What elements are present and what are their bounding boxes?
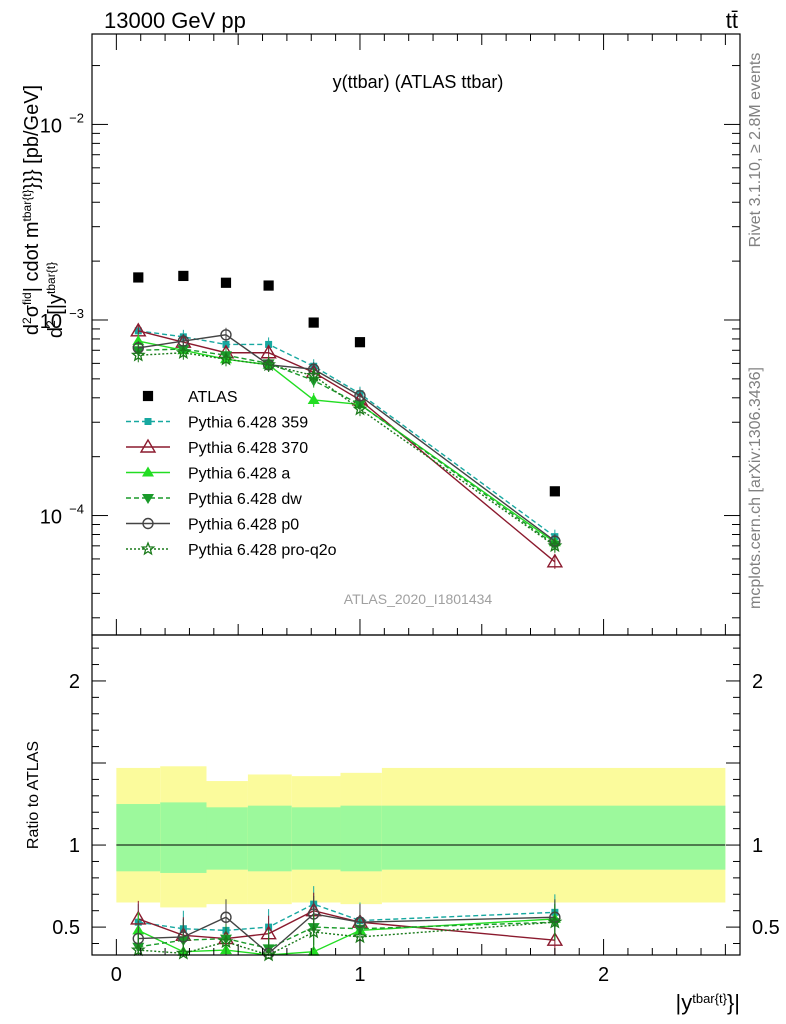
ratio-data-point bbox=[261, 947, 276, 962]
legend-marker bbox=[142, 390, 154, 402]
legend-entry-0: ATLAS bbox=[142, 389, 238, 406]
main-series-0 bbox=[133, 270, 560, 497]
legend-entry-3: Pythia 6.428 a bbox=[126, 466, 290, 483]
legend-label: Pythia 6.428 dw bbox=[188, 491, 302, 508]
ratio-y-tick-label-left: 0.5 bbox=[52, 917, 80, 939]
legend-marker bbox=[139, 438, 157, 453]
main-data-point bbox=[546, 553, 564, 568]
ratio-data-point bbox=[175, 945, 191, 960]
ratio-inner-band bbox=[116, 804, 161, 872]
legend-entry-6: Pythia 6.428 pro-q2o bbox=[126, 541, 337, 559]
main-y-tick-label-exponent: −3 bbox=[69, 306, 84, 321]
ratio-data-point bbox=[130, 942, 146, 957]
main-data-point bbox=[354, 337, 366, 348]
main-y-tick-label-exponent: −4 bbox=[69, 502, 84, 517]
legend-entry-2: Pythia 6.428 370 bbox=[126, 438, 308, 457]
ratio-inner-band bbox=[381, 805, 726, 870]
ratio-inner-band bbox=[206, 807, 248, 870]
x-axis-label: |ytbar{t}}| bbox=[676, 990, 740, 1015]
legend-label: ATLAS bbox=[188, 389, 238, 406]
main-data-point bbox=[133, 272, 144, 283]
ratio-inner-band bbox=[291, 807, 341, 870]
legend-marker bbox=[144, 418, 152, 425]
legend-entry-4: Pythia 6.428 dw bbox=[126, 491, 302, 508]
main-series-1 bbox=[134, 323, 559, 544]
ratio-y-tick-label-left: 2 bbox=[69, 671, 80, 693]
legend-marker bbox=[142, 494, 154, 504]
legend-label: Pythia 6.428 359 bbox=[188, 415, 308, 432]
ratio-data-point bbox=[306, 924, 322, 939]
main-data-point bbox=[178, 270, 189, 282]
ratio-data-point bbox=[547, 914, 563, 929]
main-data-point bbox=[175, 344, 191, 360]
legend-marker bbox=[140, 541, 156, 556]
legend-marker bbox=[142, 466, 154, 477]
main-y-tick-label: 10 bbox=[40, 507, 62, 529]
main-data-point bbox=[218, 351, 234, 366]
rivet-version-label: Rivet 3.1.10, ≥ 2.8M events bbox=[747, 53, 764, 248]
ratio-data-point bbox=[546, 931, 564, 946]
ratio-plot-frame bbox=[91, 634, 741, 956]
ratio-series-line bbox=[138, 921, 555, 956]
ratio-series-line bbox=[138, 903, 555, 932]
axes-group: 10 −2 10 −3 10 −4 0 1 2 0.5 0.5 1 1 2 2 bbox=[40, 33, 780, 986]
ratio-y-tick-label-left: 1 bbox=[69, 835, 80, 857]
main-data-point bbox=[261, 356, 276, 372]
main-data-point bbox=[307, 393, 320, 404]
main-data-point bbox=[352, 401, 368, 416]
main-data-point bbox=[549, 486, 560, 497]
ratio-data-point bbox=[307, 945, 320, 956]
main-series-5 bbox=[132, 327, 561, 549]
main-series-group bbox=[130, 270, 564, 569]
main-data-point bbox=[130, 347, 146, 362]
ratio-y-tick-label-right: 2 bbox=[752, 671, 763, 693]
main-data-point bbox=[263, 280, 274, 291]
main-data-point bbox=[354, 390, 366, 402]
ratio-y-tick-label-right: 0.5 bbox=[752, 917, 780, 939]
ratio-series-group bbox=[130, 886, 564, 962]
main-data-point bbox=[220, 329, 232, 341]
ratio-uncertainty-bands bbox=[116, 766, 726, 908]
main-data-point bbox=[547, 538, 563, 553]
main-data-point bbox=[306, 367, 322, 382]
ratio-y-tick-label-right: 1 bbox=[752, 835, 763, 857]
main-y-axis-label: d2σfid| cdot mtbar{t}}}} [pb/GeV] bbox=[20, 85, 43, 335]
analysis-watermark: ATLAS_2020_I1801434 bbox=[344, 591, 493, 607]
ratio-series-2 bbox=[132, 900, 561, 956]
main-y-tick-label: 10 bbox=[40, 115, 62, 137]
ratio-inner-band bbox=[247, 805, 292, 872]
energy-label: 13000 GeV pp bbox=[104, 8, 246, 33]
ratio-y-axis-label: Ratio to ATLAS bbox=[25, 741, 42, 849]
main-y-axis-label-denominator: d2 [|ytbar{t} bbox=[44, 262, 67, 338]
ratio-data-point bbox=[220, 911, 232, 923]
ratio-inner-band bbox=[160, 802, 207, 873]
legend-label: Pythia 6.428 370 bbox=[188, 440, 308, 457]
main-data-point bbox=[308, 317, 319, 328]
main-data-point bbox=[220, 277, 232, 288]
main-y-tick-label: 10 bbox=[40, 311, 62, 333]
x-tick-label: 1 bbox=[354, 964, 365, 986]
ratio-inner-band bbox=[340, 805, 382, 872]
main-data-point bbox=[132, 335, 145, 346]
x-tick-label: 0 bbox=[111, 964, 122, 986]
legend-entry-5: Pythia 6.428 p0 bbox=[126, 517, 299, 534]
mcplots-label: mcplots.cern.ch [arXiv:1306.3436] bbox=[747, 367, 764, 609]
main-y-tick-label-exponent: −2 bbox=[69, 110, 84, 125]
main-series-6 bbox=[130, 344, 563, 553]
legend-marker bbox=[142, 517, 154, 530]
legend-label: Pythia 6.428 pro-q2o bbox=[188, 542, 337, 559]
x-tick-label: 2 bbox=[598, 964, 609, 986]
ratio-data-point bbox=[218, 934, 234, 949]
legend-label: Pythia 6.428 a bbox=[188, 466, 290, 483]
ratio-series-line bbox=[138, 913, 555, 955]
legend: ATLAS Pythia 6.428 359 Pythia 6.428 370 Pyt… bbox=[126, 389, 337, 559]
legend-label: Pythia 6.428 p0 bbox=[188, 517, 299, 534]
plot-title: y(ttbar) (ATLAS ttbar) bbox=[333, 72, 504, 92]
legend-entry-1: Pythia 6.428 359 bbox=[126, 415, 308, 432]
process-label: tt̄ bbox=[726, 8, 738, 33]
